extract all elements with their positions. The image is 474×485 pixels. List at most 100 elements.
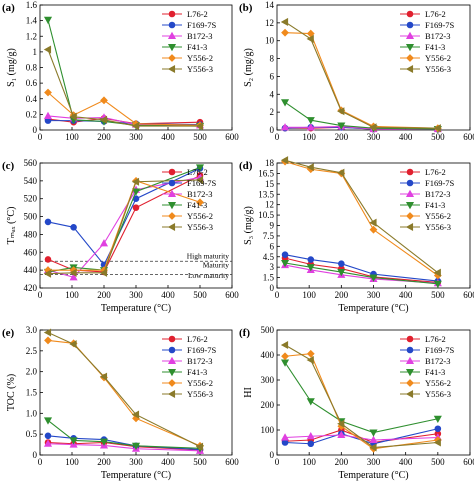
x-tick-label: 100 [65,290,79,300]
legend-label: F41-3 [187,42,207,52]
panel-c: (c) 0 100 200 300 400 500 600 420 440 460 480 500 520… [2,158,239,314]
data-point-F41-3 [195,164,205,172]
x-tick-label: 600 [463,132,474,142]
y-tick-label: 0.4 [26,94,38,104]
y-axis-label: S₁ (mg/g) [6,48,17,87]
legend-marker [406,54,414,62]
y-tick-label: 500 [24,212,38,222]
x-tick-label: 200 [97,132,111,142]
legend-label: F41-3 [425,200,445,210]
x-tick-label: 500 [193,290,207,300]
legend-label: B172-3 [187,31,213,41]
panel-letter: (a) [2,2,15,14]
data-point-F41-3 [131,188,141,196]
x-axis-label: Temperature (°C) [101,470,171,481]
data-point-B172-3 [306,432,315,440]
data-point-Y556-3 [99,268,108,277]
y-tick-label: 100 [261,425,275,435]
data-point-Y556-3 [337,168,345,177]
data-point-F169-7S [434,425,442,433]
legend-marker [405,356,415,365]
y-tick-label: 0.6 [26,78,38,88]
legend-marker [406,335,414,343]
legend-label: F41-3 [187,367,207,377]
legend-marker [168,179,176,187]
x-tick-label: 300 [129,290,143,300]
data-point-B172-3 [369,435,378,444]
x-tick-label: 200 [335,457,349,467]
legend-marker [405,222,414,232]
legend-label: F169-7S [187,20,217,30]
legend-label: B172-3 [425,356,451,366]
legend-marker [168,168,176,176]
x-tick-label: 600 [463,457,474,467]
legend-marker [405,43,415,52]
x-tick-label: 400 [399,132,413,142]
legend-label: Y556-2 [425,53,451,63]
legend-marker [168,335,176,343]
legend-marker [167,368,177,377]
legend-marker [167,201,177,210]
y-tick-label: 480 [24,229,38,239]
maturity-zone-label: Low maturity [188,271,229,280]
y-tick-label: 0 [33,125,38,135]
x-tick-label: 200 [335,132,349,142]
data-point-F41-3 [280,259,290,268]
y-tick-label: 300 [261,375,275,385]
x-tick-label: 300 [367,132,381,142]
y-tick-label: 500 [261,325,275,335]
y-tick-label: 14 [265,0,275,10]
data-point-B172-3 [99,239,109,247]
legend-label: Y556-2 [187,211,213,221]
x-tick-label: 300 [367,457,381,467]
data-point-F41-3 [280,359,290,367]
data-point-Y556-3 [99,115,108,124]
legend-marker [405,201,415,210]
panel-e: (e) 0 100 200 300 400 500 600 0 0.5 1.0 1.5 2.0 2.5 3.… [2,325,239,481]
y-axis-label: S₂ (mg/g) [243,48,254,87]
data-point-Y556-3 [131,177,140,186]
data-point-Y556-2 [100,96,108,105]
y-tick-label: 13.5 [258,189,274,199]
x-tick-label: 0 [38,290,43,300]
legend-label: F41-3 [425,367,445,377]
data-point-F169-7S [70,223,77,231]
data-point-F41-3 [306,398,315,406]
data-point-B172-3 [69,273,78,281]
legend-marker [167,64,176,74]
data-point-F41-3 [337,268,346,277]
y-tick-label: 540 [24,176,38,186]
data-point-Y556-3 [195,122,204,131]
data-point-Y556-2 [44,336,52,345]
legend-marker [168,379,176,387]
legend-label: L76-2 [187,9,208,19]
data-point-F41-3 [433,280,442,289]
y-tick-label: 3.0 [26,325,38,335]
legend-marker [167,356,177,365]
legend-label: L76-2 [425,334,446,344]
legend-label: B172-3 [187,356,213,366]
panel-letter: (e) [2,327,15,339]
x-tick-label: 300 [129,457,143,467]
data-point-B172-3 [43,439,53,447]
y-tick-label: 1.0 [26,408,38,418]
y-tick-label: 9 [270,221,275,231]
legend-marker [406,21,414,29]
data-point-Y556-3 [280,340,289,350]
y-tick-label: 15 [265,179,275,189]
data-point-Y556-3 [99,372,108,381]
data-point-Y556-3 [195,175,204,185]
panel-letter: (f) [239,327,250,339]
y-tick-label: 6 [270,71,275,81]
y-tick-label: 2 [270,107,275,117]
legend-label: F169-7S [425,345,455,355]
legend-label: F169-7S [187,345,217,355]
data-point-Y556-3 [69,112,77,121]
x-tick-label: 200 [97,457,111,467]
y-tick-label: 4 [270,89,275,99]
y-tick-label: 200 [261,400,275,410]
y-tick-label: 0.8 [26,63,38,73]
data-point-F169-7S [281,251,289,258]
legend-marker [405,389,414,399]
data-point-F41-3 [43,16,53,25]
